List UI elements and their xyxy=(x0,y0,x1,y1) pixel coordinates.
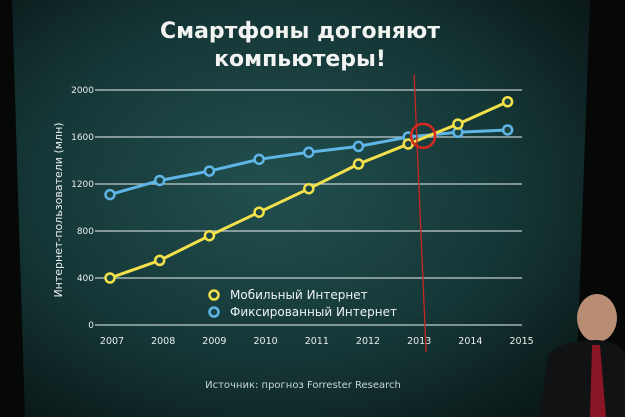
data-point xyxy=(402,138,414,150)
x-tick-label: 2013 xyxy=(407,336,431,347)
x-tick-label: 2008 xyxy=(151,336,175,347)
x-tick-label: 2011 xyxy=(305,336,329,347)
data-point xyxy=(153,254,166,267)
slide-title-line2: компьютеры! xyxy=(214,47,386,72)
y-axis-label: Интернет-пользователи (млн) xyxy=(52,122,65,297)
data-point xyxy=(153,174,166,187)
y-tick-label: 400 xyxy=(77,274,94,284)
y-tick-label: 1200 xyxy=(71,180,94,190)
data-point xyxy=(352,140,365,153)
legend: Мобильный Интернет Фиксированный Интернет xyxy=(208,288,397,319)
data-point xyxy=(253,206,265,218)
slide-title-line1: Смартфоны догоняют xyxy=(159,19,441,44)
data-point xyxy=(203,165,216,177)
x-tick-label: 2012 xyxy=(356,336,380,347)
x-tick-label: 2014 xyxy=(458,336,482,347)
data-point xyxy=(352,158,365,170)
crossover-circle xyxy=(409,122,437,150)
legend-label: Фиксированный Интернет xyxy=(230,305,397,319)
data-point xyxy=(253,153,265,166)
legend-label: Мобильный Интернет xyxy=(230,288,368,302)
y-tick-label: 2000 xyxy=(71,86,94,96)
legend-marker xyxy=(208,289,220,301)
x-tick-label: 2009 xyxy=(202,336,226,347)
data-point xyxy=(203,229,216,242)
y-tick-label: 1600 xyxy=(71,133,94,143)
x-tick-label: 2007 xyxy=(100,336,124,347)
legend-marker xyxy=(208,306,220,318)
crossover-line xyxy=(413,74,427,353)
data-point xyxy=(303,182,315,195)
data-point xyxy=(501,96,514,108)
data-point xyxy=(452,118,464,130)
data-point xyxy=(104,272,116,284)
data-point xyxy=(501,124,514,136)
slide-background xyxy=(12,0,590,417)
data-point xyxy=(303,146,315,159)
speaker-figure xyxy=(540,294,625,417)
y-tick-label: 0 xyxy=(88,321,94,331)
data-point xyxy=(104,188,116,201)
x-tick-label: 2010 xyxy=(254,336,278,347)
x-tick-label: 2015 xyxy=(510,336,534,347)
y-tick-label: 800 xyxy=(77,227,94,237)
source-note: Источник: прогноз Forrester Research xyxy=(205,380,401,391)
